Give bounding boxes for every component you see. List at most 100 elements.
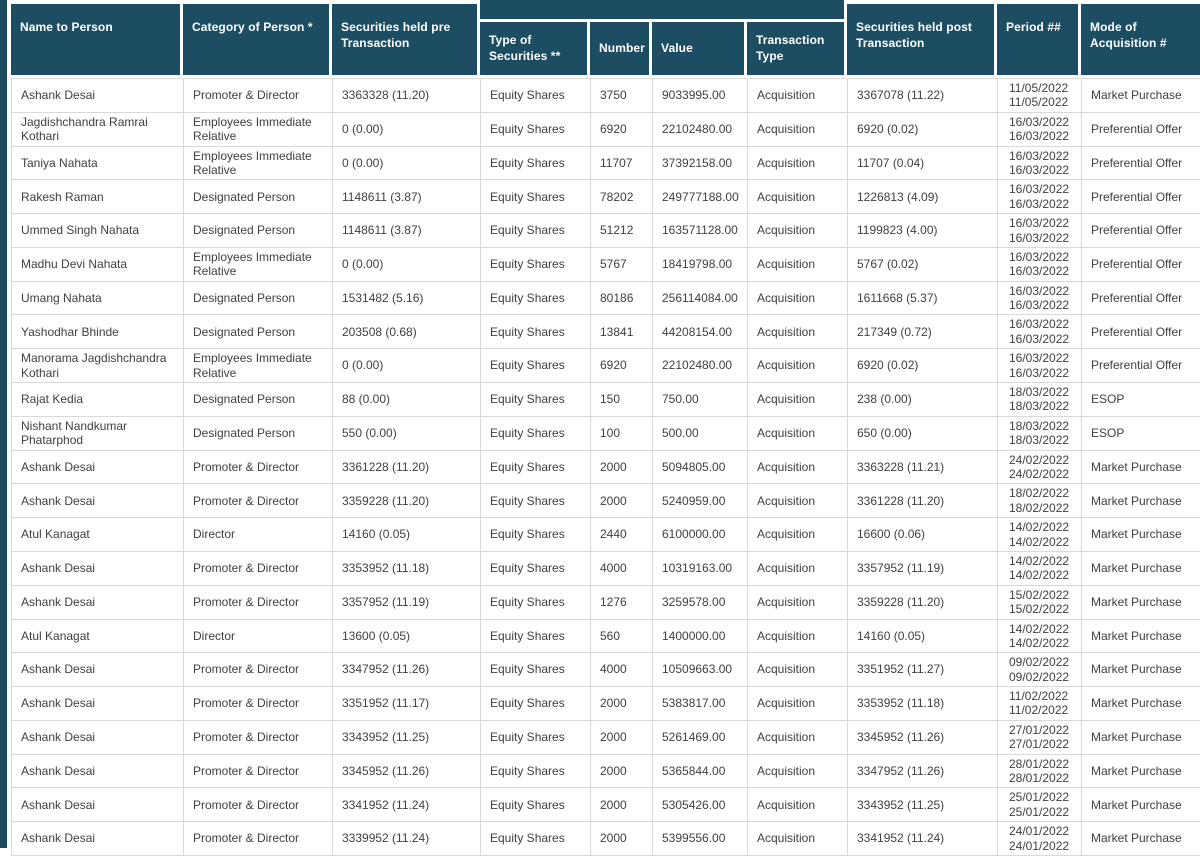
cell-pre: 550 (0.00) — [333, 416, 481, 450]
cell-value: 10509663.00 — [653, 653, 748, 687]
period-from: 18/03/2022 — [1007, 419, 1075, 433]
cell-txn: Acquisition — [748, 551, 848, 585]
cell-category: Designated Person — [184, 416, 333, 450]
period-from: 25/01/2022 — [1007, 790, 1075, 804]
cell-txn: Acquisition — [748, 754, 848, 788]
period-to: 28/01/2022 — [1007, 771, 1075, 785]
cell-category: Designated Person — [184, 315, 333, 349]
table-row: Ashank Desai Promoter & Director 3363328… — [12, 79, 1200, 113]
period-from: 16/03/2022 — [1007, 216, 1075, 230]
cell-name: Ashank Desai — [12, 450, 184, 484]
cell-period: 16/03/2022 16/03/2022 — [998, 214, 1082, 248]
cell-post: 3343952 (11.25) — [848, 788, 998, 822]
column-header-type: Type of Securities ** — [480, 22, 587, 75]
table-row: Ashank Desai Promoter & Director 3351952… — [12, 687, 1200, 721]
cell-type: Equity Shares — [481, 180, 591, 214]
cell-pre: 3339952 (11.24) — [333, 822, 481, 856]
cell-mode: Preferential Offer — [1082, 349, 1200, 383]
cell-post: 3345952 (11.26) — [848, 720, 998, 754]
column-header-value: Value — [652, 22, 744, 75]
cell-txn: Acquisition — [748, 619, 848, 653]
cell-txn: Acquisition — [748, 518, 848, 552]
cell-number: 5767 — [591, 247, 653, 281]
column-header-mode: Mode of Acquisition # — [1081, 4, 1200, 75]
cell-category: Promoter & Director — [184, 754, 333, 788]
cell-mode: Preferential Offer — [1082, 214, 1200, 248]
table-row: Ashank Desai Promoter & Director 3343952… — [12, 720, 1200, 754]
cell-number: 2000 — [591, 788, 653, 822]
cell-mode: Preferential Offer — [1082, 112, 1200, 146]
cell-value: 5399556.00 — [653, 822, 748, 856]
cell-type: Equity Shares — [481, 484, 591, 518]
period-from: 16/03/2022 — [1007, 182, 1075, 196]
cell-number: 11707 — [591, 146, 653, 180]
cell-value: 5383817.00 — [653, 687, 748, 721]
period-from: 16/03/2022 — [1007, 115, 1075, 129]
cell-type: Equity Shares — [481, 585, 591, 619]
cell-post: 3367078 (11.22) — [848, 79, 998, 113]
cell-type: Equity Shares — [481, 281, 591, 315]
column-header-number: Number — [590, 22, 649, 75]
cell-period: 14/02/2022 14/02/2022 — [998, 619, 1082, 653]
table-row: Ummed Singh Nahata Designated Person 114… — [12, 214, 1200, 248]
cell-name: Rajat Kedia — [12, 383, 184, 417]
cell-txn: Acquisition — [748, 315, 848, 349]
cell-pre: 3357952 (11.19) — [333, 585, 481, 619]
cell-value: 5094805.00 — [653, 450, 748, 484]
period-to: 18/02/2022 — [1007, 501, 1075, 515]
cell-value: 5240959.00 — [653, 484, 748, 518]
cell-number: 4000 — [591, 653, 653, 687]
cell-period: 14/02/2022 14/02/2022 — [998, 518, 1082, 552]
cell-name: Ashank Desai — [12, 653, 184, 687]
column-header-txn: Transaction Type — [747, 22, 844, 75]
cell-number: 13841 — [591, 315, 653, 349]
cell-category: Promoter & Director — [184, 653, 333, 687]
cell-pre: 0 (0.00) — [333, 247, 481, 281]
table-row: Atul Kanagat Director 13600 (0.05) Equit… — [12, 619, 1200, 653]
period-to: 11/02/2022 — [1007, 703, 1075, 717]
cell-name: Manorama Jagdishchandra Kothari — [12, 349, 184, 383]
cell-category: Promoter & Director — [184, 585, 333, 619]
cell-name: Ashank Desai — [12, 754, 184, 788]
cell-number: 2440 — [591, 518, 653, 552]
cell-period: 16/03/2022 16/03/2022 — [998, 146, 1082, 180]
cell-value: 37392158.00 — [653, 146, 748, 180]
cell-mode: Preferential Offer — [1082, 315, 1200, 349]
cell-name: Ashank Desai — [12, 79, 184, 113]
cell-name: Umang Nahata — [12, 281, 184, 315]
cell-number: 3750 — [591, 79, 653, 113]
cell-number: 1276 — [591, 585, 653, 619]
cell-period: 16/03/2022 16/03/2022 — [998, 349, 1082, 383]
cell-pre: 3361228 (11.20) — [333, 450, 481, 484]
cell-post: 3361228 (11.20) — [848, 484, 998, 518]
cell-post: 5767 (0.02) — [848, 247, 998, 281]
column-header-post: Securities held post Transaction — [847, 4, 994, 75]
cell-number: 100 — [591, 416, 653, 450]
cell-period: 28/01/2022 28/01/2022 — [998, 754, 1082, 788]
cell-period: 18/02/2022 18/02/2022 — [998, 484, 1082, 518]
cell-period: 24/02/2022 24/02/2022 — [998, 450, 1082, 484]
securities-acquired-group-header — [480, 0, 844, 19]
cell-number: 80186 — [591, 281, 653, 315]
cell-category: Designated Person — [184, 214, 333, 248]
cell-mode: Market Purchase — [1082, 518, 1200, 552]
table-row: Ashank Desai Promoter & Director 3339952… — [12, 822, 1200, 856]
period-to: 11/05/2022 — [1007, 95, 1075, 109]
cell-txn: Acquisition — [748, 79, 848, 113]
cell-post: 3363228 (11.21) — [848, 450, 998, 484]
cell-post: 16600 (0.06) — [848, 518, 998, 552]
cell-pre: 13600 (0.05) — [333, 619, 481, 653]
cell-pre: 1531482 (5.16) — [333, 281, 481, 315]
period-to: 14/02/2022 — [1007, 636, 1075, 650]
cell-pre: 3359228 (11.20) — [333, 484, 481, 518]
cell-value: 5261469.00 — [653, 720, 748, 754]
cell-category: Designated Person — [184, 383, 333, 417]
column-header-period: Period ## — [997, 4, 1078, 75]
period-from: 14/02/2022 — [1007, 520, 1075, 534]
cell-mode: Preferential Offer — [1082, 146, 1200, 180]
cell-category: Employees Immediate Relative — [184, 112, 333, 146]
period-from: 24/01/2022 — [1007, 824, 1075, 838]
cell-value: 5365844.00 — [653, 754, 748, 788]
cell-number: 560 — [591, 619, 653, 653]
cell-name: Taniya Nahata — [12, 146, 184, 180]
